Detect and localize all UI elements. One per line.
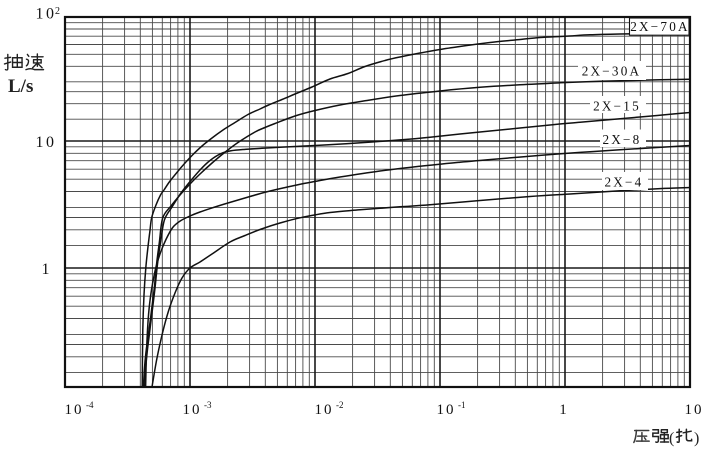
svg-text:-1: -1 (458, 400, 466, 410)
svg-text:-2: -2 (336, 400, 344, 410)
svg-text:2: 2 (55, 6, 60, 17)
svg-text:-4: -4 (86, 400, 94, 410)
svg-text:(: ( (669, 430, 674, 447)
svg-text:L/s: L/s (8, 76, 33, 97)
svg-text:): ) (694, 430, 699, 447)
svg-text:10: 10 (36, 134, 57, 151)
svg-text:10: 10 (685, 402, 704, 418)
svg-text:2X−15: 2X−15 (593, 99, 641, 114)
svg-text:2X−30A: 2X−30A (582, 64, 641, 79)
svg-text:2X−4: 2X−4 (605, 175, 644, 190)
svg-text:2X−70A: 2X−70A (630, 19, 689, 34)
svg-text:10: 10 (315, 402, 334, 418)
svg-text:10: 10 (437, 402, 456, 418)
svg-text:1: 1 (559, 402, 567, 418)
svg-text:10: 10 (183, 402, 202, 418)
svg-text:2X−8: 2X−8 (603, 132, 642, 147)
svg-text:1: 1 (42, 261, 50, 278)
svg-text:-3: -3 (204, 400, 212, 410)
svg-text:10: 10 (36, 6, 57, 23)
svg-text:10: 10 (65, 402, 84, 418)
